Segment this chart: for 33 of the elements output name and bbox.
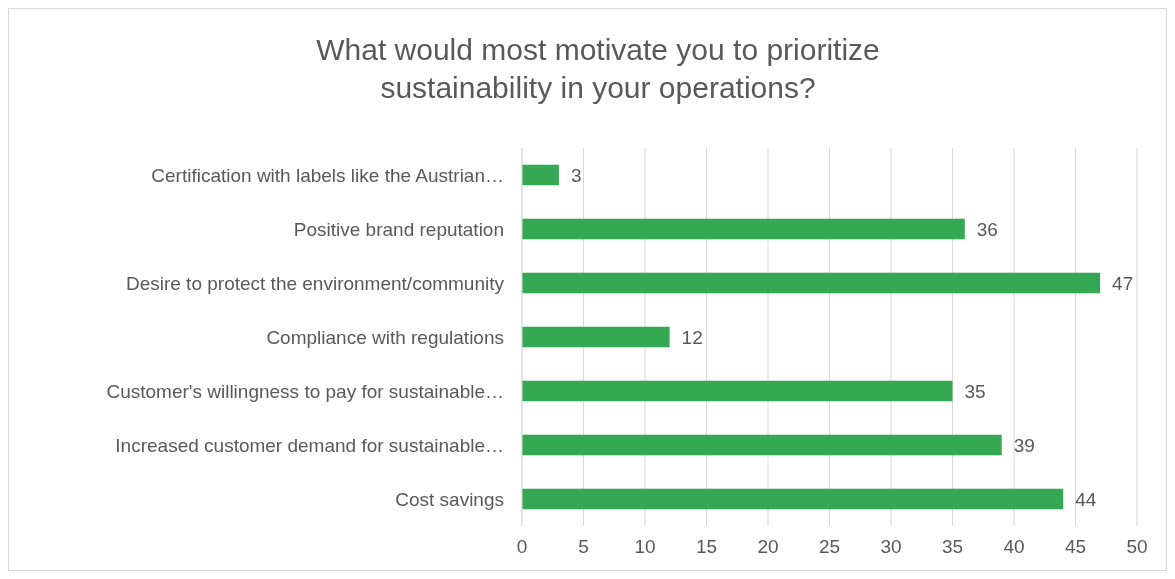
x-tick-label: 35 xyxy=(941,536,964,557)
chart-title: What would most motivate you to prioritize sustainability in your operations? xyxy=(316,33,880,104)
x-tick-label: 25 xyxy=(818,536,841,557)
x-tick-label: 15 xyxy=(695,536,718,557)
data-label: 12 xyxy=(681,326,703,348)
x-tick-label: 40 xyxy=(1003,536,1025,557)
bar xyxy=(522,218,965,240)
bar xyxy=(522,380,953,402)
bar xyxy=(522,488,1064,510)
data-label: 39 xyxy=(1013,434,1035,456)
y-tick-label: Positive brand reputation xyxy=(293,218,504,240)
data-label: 35 xyxy=(964,380,986,402)
bar xyxy=(522,164,559,186)
x-tick-label: 45 xyxy=(1064,536,1087,557)
y-tick-label: Certification with labels like the Austrian… xyxy=(151,164,504,186)
x-tick-label: 5 xyxy=(578,536,589,557)
y-tick-label: Cost savings xyxy=(395,488,504,510)
x-tick-label: 50 xyxy=(1126,536,1148,557)
y-tick-label: Desire to protect the environment/community xyxy=(125,272,505,294)
bar xyxy=(522,272,1101,294)
x-tick-label: 10 xyxy=(634,536,656,557)
x-tick-label: 0 xyxy=(516,536,528,557)
bar xyxy=(522,326,670,348)
data-label: 3 xyxy=(570,164,582,186)
data-label: 36 xyxy=(976,218,998,240)
y-tick-label: Customer's willingness to pay for sustainable… xyxy=(106,380,504,402)
data-label: 44 xyxy=(1075,488,1097,510)
x-tick-label: 30 xyxy=(880,536,902,557)
data-label: 47 xyxy=(1112,272,1134,294)
x-tick-label: 20 xyxy=(757,536,779,557)
y-tick-label: Compliance with regulations xyxy=(266,326,504,348)
bar xyxy=(522,434,1002,456)
y-tick-label: Increased customer demand for sustainable… xyxy=(115,434,504,456)
